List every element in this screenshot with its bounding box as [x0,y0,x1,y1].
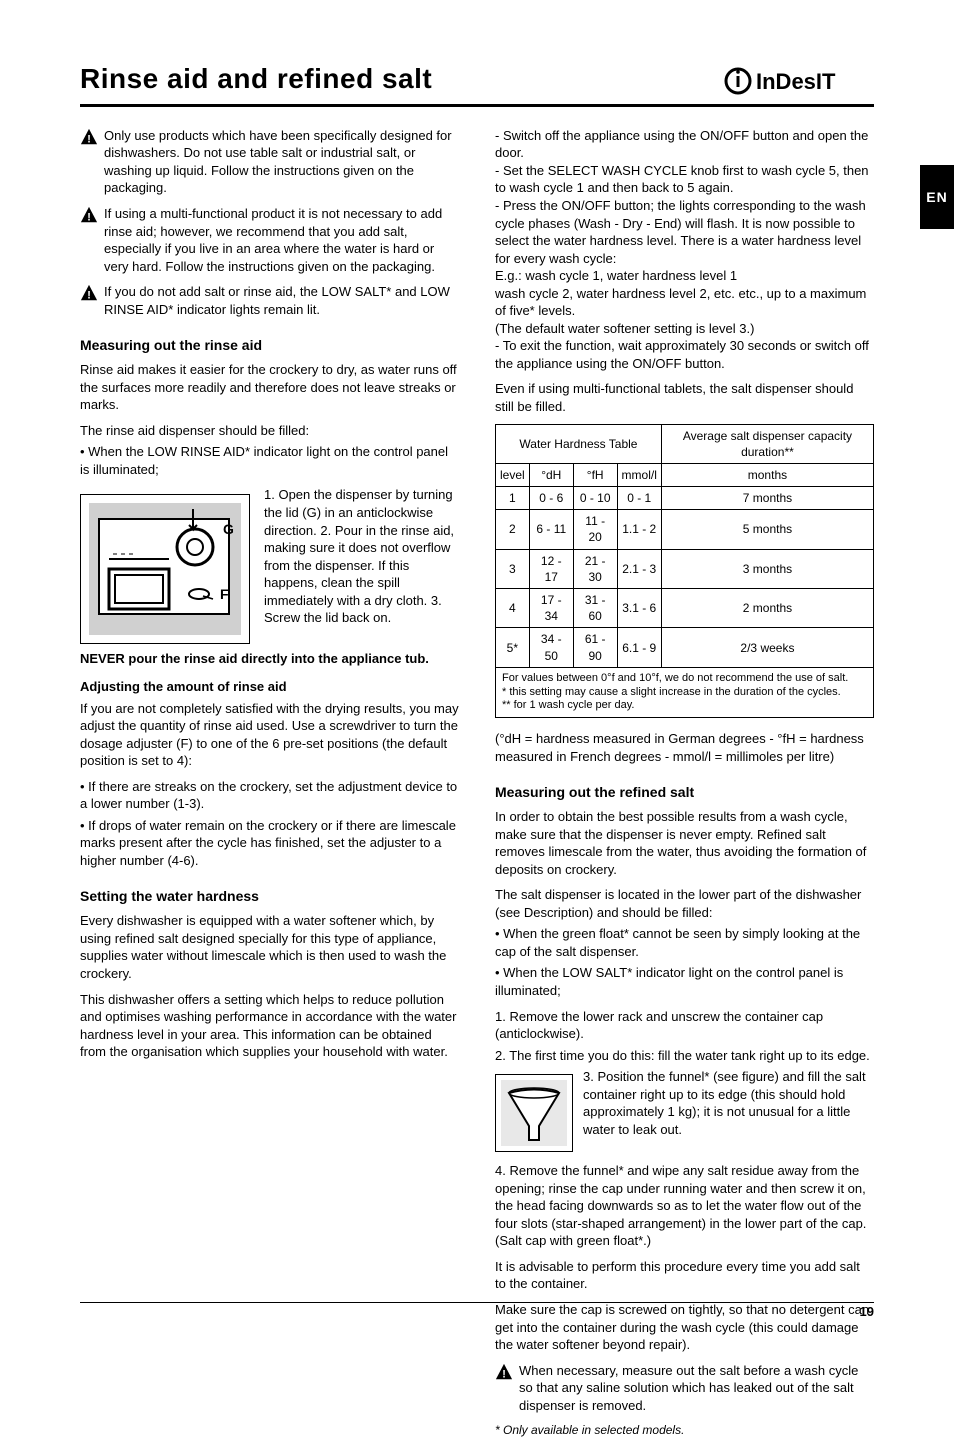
salt-heading: Measuring out the refined salt [495,783,874,802]
svg-text:G: G [223,521,234,537]
brand-logo: InDesIT [724,64,874,98]
setting-heading: Setting the water hardness [80,887,459,906]
svg-text:F: F [220,586,229,602]
salt-li2: • When the LOW SALT* indicator light on … [495,964,874,999]
page-number: 19 [860,1303,874,1321]
salt-p1: In order to obtain the best possible res… [495,808,874,878]
setting-p1: Every dishwasher is equipped with a wate… [80,912,459,982]
warning-text-3: If you do not add salt or rinse aid, the… [104,283,459,318]
warning-text-1: Only use products which have been specif… [104,127,459,197]
adjust-heading: Adjusting the amount of rinse aid [80,678,459,696]
svg-text:!: ! [502,1368,506,1380]
rinse-aid-heading: Measuring out the rinse aid [80,336,459,355]
hardness-table: Water Hardness Table Average salt dispen… [495,424,874,719]
svg-text:!: ! [87,133,91,145]
table-row: 312 - 1721 - 302.1 - 33 months [496,549,874,588]
multifunc-note: Even if using multi-functional tablets, … [495,380,874,415]
rinse-dispenser-warn: NEVER pour the rinse aid directly into t… [80,650,459,668]
salt-step1: 1. Remove the lower rack and unscrew the… [495,1008,874,1043]
adjust-li1: • If there are streaks on the crockery, … [80,778,459,813]
warning-icon: ! [80,128,98,146]
warning-text-2: If using a multi-functional product it i… [104,205,459,275]
setting-steps: - Switch off the appliance using the ON/… [495,127,874,373]
table-row: 10 - 60 - 100 - 17 months [496,487,874,510]
table-footnote: For values between 0°f and 10°f, we do n… [496,667,874,717]
table-head-left: Water Hardness Table [496,424,662,463]
svg-text:InDesIT: InDesIT [756,69,836,94]
footer-rule [80,1302,874,1303]
salt-p2: The salt dispenser is located in the low… [495,886,874,921]
funnel-illustration [495,1074,573,1152]
salt-li1: • When the green float* cannot be seen b… [495,925,874,960]
adjust-li2: • If drops of water remain on the crocke… [80,817,459,870]
language-tab: EN [920,165,954,229]
svg-text:!: ! [87,211,91,223]
footnote-star: * Only available in selected models. [495,1422,874,1438]
table-row: 26 - 1111 - 201.1 - 25 months [496,510,874,549]
warning-icon: ! [495,1363,513,1381]
units-legend: (°dH = hardness measured in German degre… [495,730,874,765]
setting-p2: This dishwasher offers a setting which h… [80,991,459,1061]
salt-step4: 4. Remove the funnel* and wipe any salt … [495,1162,874,1250]
salt-note: It is advisable to perform this procedur… [495,1258,874,1293]
adjust-p1: If you are not completely satisfied with… [80,700,459,770]
salt-warn: When necessary, measure out the salt bef… [519,1362,874,1415]
table-row: 417 - 3431 - 603.1 - 62 months [496,589,874,628]
warning-icon: ! [80,284,98,302]
table-row: 5*34 - 5061 - 906.1 - 92/3 weeks [496,628,874,667]
rinse-aid-p2: The rinse aid dispenser should be filled… [80,422,459,440]
salt-step2: 2. The first time you do this: fill the … [495,1047,874,1065]
rinse-aid-li1: • When the LOW RINSE AID* indicator ligh… [80,443,459,478]
header-rule [80,104,874,107]
warning-icon: ! [80,206,98,224]
table-head-right: Average salt dispenser capacity duration… [661,424,873,463]
svg-text:!: ! [87,290,91,302]
rinse-dispenser-steps: 1. Open the dispenser by turning the lid… [264,486,459,626]
rinse-dispenser-illustration: G F [80,494,250,644]
rinse-aid-p1: Rinse aid makes it easier for the crocke… [80,361,459,414]
salt-cap: Make sure the cap is screwed on tightly,… [495,1301,874,1354]
page-title: Rinse aid and refined salt [80,60,432,98]
